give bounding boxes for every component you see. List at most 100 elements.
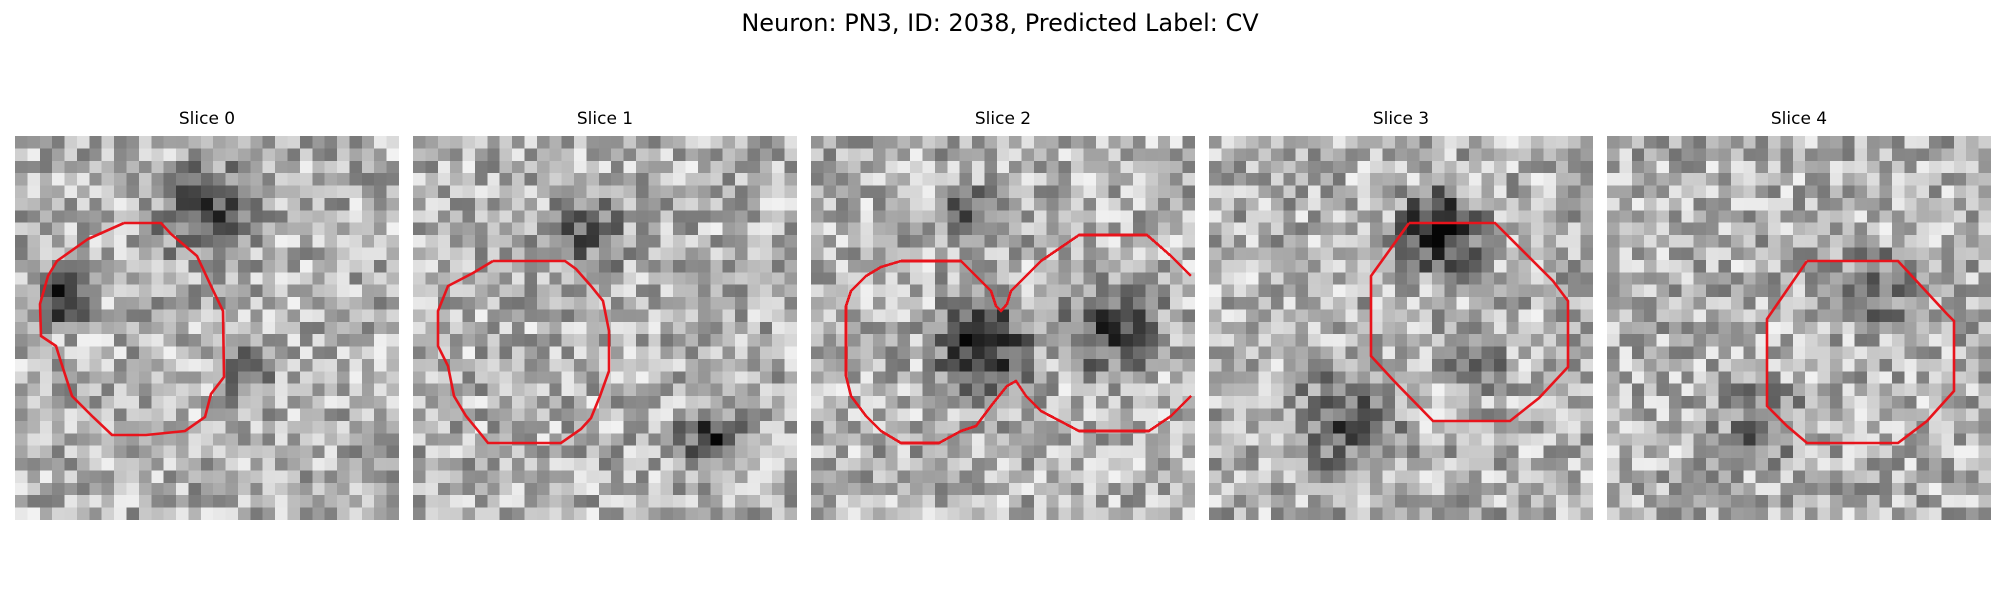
image-pixel (52, 482, 66, 496)
image-pixel (1681, 371, 1695, 385)
image-pixel (237, 284, 251, 298)
image-pixel (1157, 334, 1171, 348)
image-pixel (1133, 284, 1147, 298)
image-pixel (1619, 470, 1633, 484)
image-pixel (934, 272, 948, 286)
image-pixel (275, 173, 289, 187)
image-pixel (487, 160, 501, 174)
image-pixel (374, 433, 388, 447)
image-pixel (114, 507, 128, 520)
image-pixel (635, 495, 649, 509)
image-pixel (673, 458, 687, 472)
image-pixel (1209, 396, 1222, 410)
image-pixel (897, 408, 911, 422)
image-pixel (984, 358, 998, 372)
image-pixel (1817, 185, 1831, 199)
image-pixel (1867, 371, 1881, 385)
image-pixel (1580, 482, 1593, 496)
image-pixel (200, 507, 214, 520)
image-pixel (1493, 309, 1507, 323)
image-pixel (648, 173, 662, 187)
image-pixel (1120, 470, 1134, 484)
image-pixel (1941, 482, 1955, 496)
image-pixel (897, 136, 911, 149)
image-pixel (1867, 160, 1881, 174)
image-pixel (1631, 371, 1645, 385)
image-pixel (1145, 297, 1159, 311)
image-pixel (337, 272, 351, 286)
image-pixel (1681, 136, 1695, 149)
image-pixel (1941, 420, 1955, 434)
image-pixel (1071, 334, 1085, 348)
image-pixel (959, 445, 973, 459)
image-pixel (910, 371, 924, 385)
image-pixel (1357, 148, 1371, 162)
image-pixel (1693, 222, 1707, 236)
image-pixel (275, 334, 289, 348)
image-pixel (1283, 197, 1297, 211)
image-pixel (114, 408, 128, 422)
image-pixel (1157, 371, 1171, 385)
image-pixel (1929, 408, 1943, 422)
image-pixel (1916, 458, 1930, 472)
image-pixel (324, 458, 338, 472)
image-pixel (1518, 185, 1532, 199)
image-pixel (15, 173, 28, 187)
image-pixel (126, 297, 140, 311)
image-pixel (126, 148, 140, 162)
image-pixel (15, 297, 28, 311)
image-pixel (1518, 321, 1532, 335)
image-pixel (1531, 148, 1545, 162)
image-pixel (1718, 259, 1732, 273)
image-pixel (685, 396, 699, 410)
image-pixel (287, 185, 301, 199)
image-pixel (1829, 247, 1843, 261)
image-pixel (1021, 210, 1035, 224)
image-pixel (984, 235, 998, 249)
image-pixel (1209, 136, 1222, 149)
image-pixel (611, 470, 625, 484)
image-pixel (1929, 148, 1943, 162)
image-pixel (512, 420, 526, 434)
image-pixel (15, 272, 28, 286)
image-pixel (1755, 247, 1769, 261)
image-pixel (413, 148, 426, 162)
image-pixel (1382, 482, 1396, 496)
image-pixel (200, 309, 214, 323)
slice-image-4 (1607, 136, 1991, 520)
image-pixel (524, 235, 538, 249)
image-pixel (574, 297, 588, 311)
image-pixel (1792, 148, 1806, 162)
image-pixel (39, 408, 53, 422)
image-pixel (623, 259, 637, 273)
image-pixel (835, 495, 849, 509)
image-pixel (872, 445, 886, 459)
image-pixel (972, 396, 986, 410)
image-pixel (922, 458, 936, 472)
image-pixel (1580, 272, 1593, 286)
image-pixel (872, 507, 886, 520)
image-pixel (759, 507, 773, 520)
image-pixel (225, 433, 239, 447)
image-pixel (337, 445, 351, 459)
image-pixel (1780, 136, 1794, 149)
image-pixel (860, 309, 874, 323)
image-pixel (1394, 173, 1408, 187)
image-pixel (811, 458, 824, 472)
image-pixel (1332, 309, 1346, 323)
image-pixel (1805, 284, 1819, 298)
image-pixel (1308, 284, 1322, 298)
image-pixel (648, 383, 662, 397)
image-pixel (1842, 495, 1856, 509)
image-pixel (275, 210, 289, 224)
image-pixel (1145, 371, 1159, 385)
image-pixel (1506, 371, 1520, 385)
image-pixel (312, 185, 326, 199)
image-pixel (437, 185, 451, 199)
image-pixel (735, 334, 749, 348)
image-pixel (1033, 210, 1047, 224)
image-pixel (1978, 247, 1991, 261)
image-pixel (337, 309, 351, 323)
image-pixel (574, 272, 588, 286)
image-pixel (1506, 160, 1520, 174)
